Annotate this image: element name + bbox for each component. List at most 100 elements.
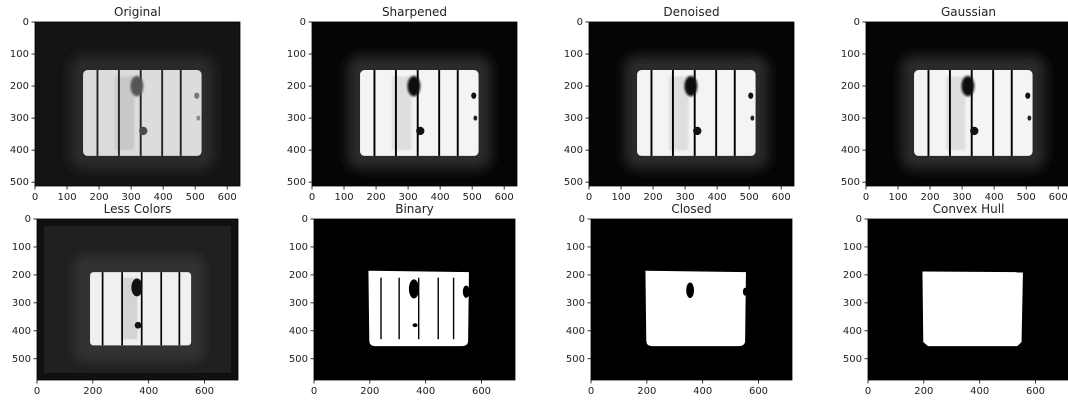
image-blob (463, 286, 470, 298)
image-blob (413, 323, 418, 327)
x-tick-label: 600 (218, 192, 237, 203)
y-tick-label: 400 (566, 326, 585, 337)
image-blob (130, 76, 143, 97)
image-blob (970, 127, 978, 135)
x-tick-label: 500 (186, 192, 205, 203)
panel: Sharpened0100200300400500600010020030040… (287, 5, 517, 203)
y-tick-label: 200 (566, 270, 585, 281)
y-tick-label: 400 (564, 145, 583, 156)
y-tick-label: 200 (12, 270, 31, 281)
image-region (395, 70, 397, 156)
y-tick-label: 0 (577, 17, 583, 28)
image-region (180, 70, 182, 156)
image (314, 219, 515, 380)
y-tick-label: 300 (564, 113, 583, 124)
y-tick-label: 500 (287, 177, 306, 188)
x-tick-label: 400 (693, 386, 712, 397)
x-tick-label: 600 (1049, 192, 1068, 203)
x-tick-label: 0 (863, 192, 869, 203)
figure: Original01002003004005006000100200300400… (0, 0, 1068, 405)
y-tick-label: 0 (23, 17, 29, 28)
x-tick-label: 200 (360, 386, 379, 397)
x-tick-label: 100 (57, 192, 76, 203)
panel-title: Less Colors (104, 202, 172, 216)
y-tick-label: 400 (12, 326, 31, 337)
x-tick-label: 400 (416, 386, 435, 397)
image-blob (750, 116, 754, 121)
panel-title: Sharpened (382, 5, 447, 19)
y-tick-label: 0 (300, 17, 306, 28)
panel-title: Gaussian (941, 5, 996, 19)
image-blob (139, 127, 147, 135)
y-tick-label: 400 (841, 145, 860, 156)
image-blob (684, 76, 697, 97)
y-tick-label: 100 (841, 49, 860, 60)
image-region (121, 272, 123, 345)
x-tick-label: 600 (472, 386, 491, 397)
x-tick-label: 600 (495, 192, 514, 203)
y-tick-label: 300 (287, 113, 306, 124)
y-tick-label: 200 (843, 270, 862, 281)
image-blob (416, 127, 424, 135)
x-tick-label: 200 (83, 386, 102, 397)
image-blob (194, 92, 199, 98)
y-tick-label: 400 (287, 145, 306, 156)
x-tick-label: 200 (644, 192, 663, 203)
x-tick-label: 400 (139, 386, 158, 397)
y-tick-label: 500 (566, 354, 585, 365)
image-blob (471, 92, 476, 98)
x-tick-label: 100 (611, 192, 630, 203)
image-region (949, 70, 951, 156)
y-tick-label: 300 (841, 113, 860, 124)
image-region (398, 278, 399, 339)
y-tick-label: 0 (25, 214, 31, 225)
image-region (672, 70, 674, 156)
image-region (97, 70, 99, 156)
x-tick-label: 100 (888, 192, 907, 203)
y-tick-label: 500 (12, 354, 31, 365)
image-region (179, 272, 181, 345)
image-region (438, 278, 439, 339)
y-tick-label: 500 (841, 177, 860, 188)
image (35, 22, 240, 186)
y-tick-label: 500 (843, 354, 862, 365)
y-tick-label: 300 (12, 298, 31, 309)
x-tick-label: 600 (195, 386, 214, 397)
y-tick-label: 100 (289, 242, 308, 253)
y-tick-label: 500 (10, 177, 29, 188)
x-tick-label: 500 (1017, 192, 1036, 203)
y-tick-label: 0 (856, 214, 862, 225)
x-tick-label: 200 (637, 386, 656, 397)
y-tick-label: 400 (843, 326, 862, 337)
image-blob (743, 288, 747, 296)
y-tick-label: 0 (579, 214, 585, 225)
y-tick-label: 400 (10, 145, 29, 156)
y-tick-label: 300 (289, 298, 308, 309)
image-blob (1025, 92, 1030, 98)
y-tick-label: 200 (841, 81, 860, 92)
y-tick-label: 500 (289, 354, 308, 365)
image (866, 22, 1068, 186)
image-region (715, 70, 717, 156)
x-tick-label: 600 (772, 192, 791, 203)
y-tick-label: 100 (12, 242, 31, 253)
image-region (380, 278, 381, 339)
image (312, 22, 517, 186)
image-blob (409, 279, 419, 298)
image-region (457, 70, 459, 156)
image-region (928, 70, 930, 156)
x-tick-label: 100 (334, 192, 353, 203)
image-blob (961, 76, 974, 97)
x-tick-label: 0 (32, 192, 38, 203)
y-tick-label: 100 (564, 49, 583, 60)
x-tick-label: 0 (586, 192, 592, 203)
image (589, 22, 794, 186)
image-region (438, 70, 440, 156)
y-tick-label: 100 (287, 49, 306, 60)
image-region (160, 272, 162, 345)
image-blob (196, 116, 200, 121)
panel: Denoised01002003004005006000100200300400… (564, 5, 794, 203)
